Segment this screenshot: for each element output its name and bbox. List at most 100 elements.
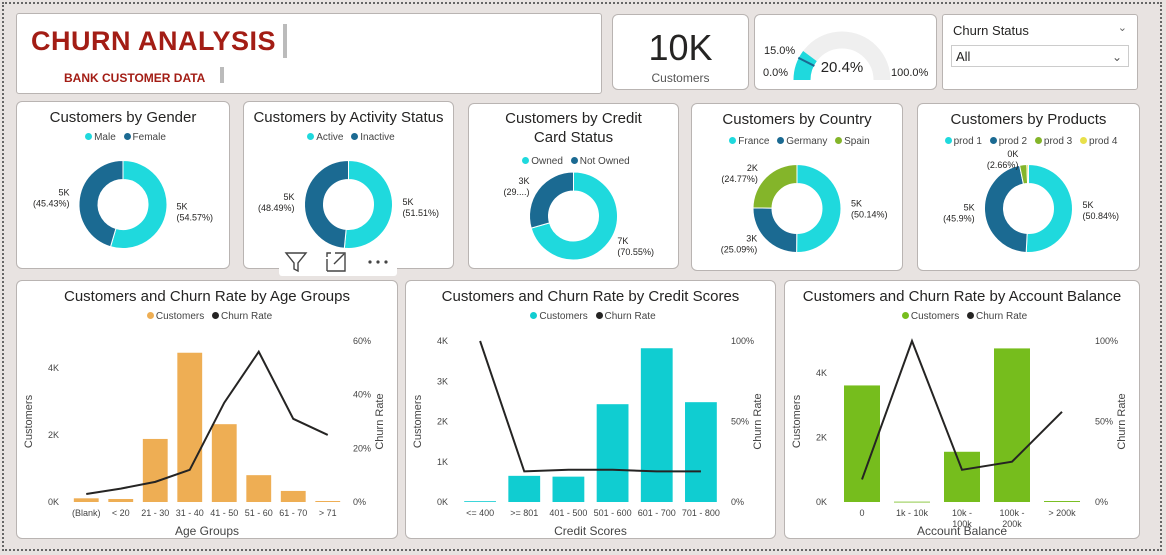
bar[interactable]: [211, 424, 237, 502]
x-tick-label: 401 - 500: [549, 508, 587, 518]
y2-tick-label: 100%: [731, 336, 754, 346]
gauge-target-marker: [797, 56, 815, 67]
y2-tick-label: 0%: [731, 497, 744, 507]
legend-item-spain: Spain: [844, 136, 870, 147]
churn-status-slicer[interactable]: Churn Status ⌄ All ⌄: [942, 14, 1138, 90]
products-donut-card[interactable]: Customers by Products prod 1 prod 2 prod…: [917, 103, 1140, 271]
bar[interactable]: [640, 348, 673, 502]
x-tick-label: 701 - 800: [682, 508, 720, 518]
gender-chart-title: Customers by Gender: [49, 109, 197, 126]
bar[interactable]: [315, 500, 341, 502]
legend-item-active: Active: [316, 132, 344, 143]
country-donut: 5K (50.14%) 3K (25.09%) 2K (24.77%): [721, 163, 888, 255]
bar[interactable]: [894, 501, 930, 503]
credit-scores-combo-chart: 0K 1K 2K 3K 4K 0% 50% 100% Customers Churn Rate Cr…: [412, 336, 764, 538]
legend-swatch: [901, 312, 909, 319]
bar[interactable]: [177, 352, 203, 502]
kpi-card[interactable]: 10K Customers: [612, 14, 749, 90]
donut-slice[interactable]: [78, 159, 124, 248]
x-tick-label: 41 - 50: [210, 508, 238, 518]
gauge-card[interactable]: 20.4% 0.0% 100.0% 15.0%: [754, 14, 937, 90]
bar[interactable]: [108, 498, 134, 502]
y-axis-title: Customers: [791, 394, 803, 448]
legend-item-prod-1: prod 1: [953, 136, 982, 147]
bar[interactable]: [596, 404, 629, 502]
gauge-fill: [793, 51, 818, 81]
donut-slice[interactable]: [1025, 163, 1073, 253]
credit-card-donut-card[interactable]: Customers by Credit Card Status Owned No…: [468, 103, 679, 269]
activity-donut-card[interactable]: Customers by Activity Status Active Inac…: [243, 101, 454, 269]
bar[interactable]: [142, 438, 168, 502]
donut-slice[interactable]: [530, 171, 618, 261]
legend-item-not-owned: Not Owned: [579, 156, 630, 167]
x-tick-label: < 20: [112, 508, 130, 518]
legend-item-customers: Customers: [155, 311, 205, 322]
credit-scores-legend: Customers Churn Rate: [406, 311, 775, 322]
legend-swatch: [729, 137, 737, 144]
products-donut: 5K (50.84%) 5K (45.9%) 0K (2.66%): [943, 149, 1119, 253]
y2-tick-label: 20%: [353, 443, 371, 453]
donut-slice[interactable]: [984, 164, 1028, 253]
donut-slice[interactable]: [343, 159, 393, 249]
churn-rate-line[interactable]: [861, 338, 1063, 480]
churn-rate-line[interactable]: [479, 340, 701, 473]
donut-data-label: 5K (45.43%): [33, 187, 70, 208]
bar[interactable]: [944, 451, 980, 502]
bar[interactable]: [508, 475, 541, 502]
legend-item-churn-rate: Churn Rate: [221, 311, 273, 322]
legend-swatch: [570, 157, 578, 164]
donut-data-label: 2K (24.77%): [721, 163, 758, 184]
churn-gauge: 20.4% 0.0% 100.0% 15.0%: [763, 31, 929, 81]
x-axis-title: Credit Scores: [554, 524, 627, 538]
kpi-label: Customers: [651, 71, 710, 85]
age-combo-chart: 0K 2K 4K 0% 20% 40% 60% Customers Churn Rate Age …: [23, 336, 386, 538]
slicer-collapse-icon[interactable]: ⌄: [1117, 22, 1127, 34]
donut-data-label: 5K (48.49%): [258, 192, 295, 213]
donut-slice[interactable]: [796, 163, 842, 253]
bar[interactable]: [280, 490, 306, 502]
bar[interactable]: [464, 501, 496, 502]
legend-swatch: [1080, 137, 1088, 144]
donut-slice[interactable]: [109, 159, 168, 249]
bar[interactable]: [685, 402, 717, 502]
y-tick-label: 2K: [48, 430, 59, 440]
bar[interactable]: [73, 498, 99, 502]
y2-tick-label: 40%: [353, 390, 371, 400]
country-donut-card[interactable]: Customers by Country France Germany Spai…: [691, 103, 903, 271]
donut-slice[interactable]: [752, 163, 798, 209]
gender-legend: Male Female: [17, 132, 229, 143]
legend-swatch: [351, 133, 359, 140]
x-tick-label: <= 400: [466, 508, 494, 518]
bar[interactable]: [1044, 501, 1080, 502]
y2-tick-label: 50%: [1095, 417, 1113, 427]
donut-data-label: 5K (50.14%): [851, 199, 888, 220]
donut-slice[interactable]: [752, 207, 798, 254]
title-accent-bar: [283, 24, 287, 58]
x-tick-label: 31 - 40: [176, 508, 204, 518]
x-tick-label: 1k - 10k: [896, 508, 929, 518]
legend-item-churn-rate: Churn Rate: [604, 311, 656, 322]
activity-legend: Active Inactive: [244, 132, 453, 143]
bar[interactable]: [994, 348, 1030, 502]
slicer-dropdown[interactable]: All ⌄: [951, 45, 1129, 67]
age-groups-chart-card[interactable]: Customers and Churn Rate by Age Groups C…: [16, 280, 398, 539]
gauge-value-label: 20.4%: [821, 59, 864, 76]
churn-rate-line[interactable]: [86, 349, 329, 495]
donut-slice[interactable]: [1026, 163, 1029, 185]
focus-mode-icon[interactable]: [323, 249, 349, 275]
donut-slice[interactable]: [304, 159, 349, 249]
account-balance-chart-card[interactable]: Customers and Churn Rate by Account Bala…: [784, 280, 1140, 539]
gender-donut-card[interactable]: Customers by Gender Male Female 5K (54.57…: [16, 101, 230, 269]
donut-slice[interactable]: [529, 171, 574, 229]
more-options-icon[interactable]: [365, 249, 391, 275]
credit-scores-chart-card[interactable]: Customers and Churn Rate by Credit Score…: [405, 280, 776, 539]
bar[interactable]: [246, 475, 272, 502]
bar[interactable]: [552, 476, 585, 502]
y-tick-label: 0K: [48, 497, 59, 507]
gauge-max-label: 100.0%: [891, 67, 929, 79]
x-tick-label: (Blank): [72, 508, 101, 518]
donut-data-label: 7K (70.55%): [617, 236, 654, 257]
age-legend: Customers Churn Rate: [17, 311, 397, 322]
filter-icon[interactable]: [283, 249, 309, 275]
